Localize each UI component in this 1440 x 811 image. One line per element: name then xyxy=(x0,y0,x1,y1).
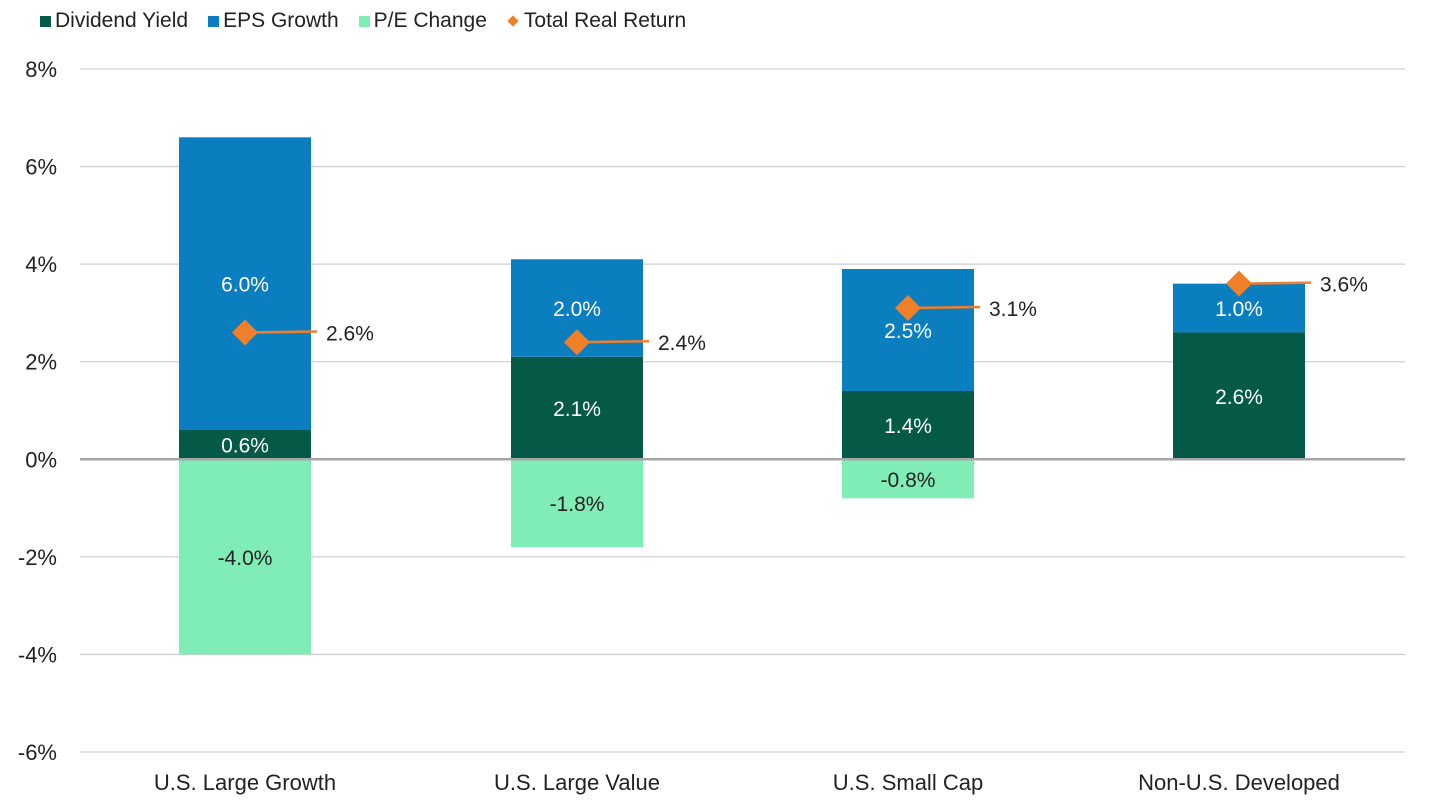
legend-item-eps-growth: EPS Growth xyxy=(208,9,339,33)
data-label-p-e-change-u-s-small-cap: -0.8% xyxy=(881,469,936,492)
y-tick-label: 4% xyxy=(25,252,57,277)
data-label-eps-growth-u-s-large-growth: 6.0% xyxy=(221,274,269,297)
legend-label-pe-change: P/E Change xyxy=(373,9,487,32)
category-label-u-s-small-cap: U.S. Small Cap xyxy=(833,770,983,795)
bar-p-e-change-u-s-small-cap xyxy=(842,459,974,499)
y-tick-label: -6% xyxy=(18,740,57,765)
bar-dividend-yield-u-s-large-growth xyxy=(179,430,311,460)
total-marker-u-s-large-value xyxy=(564,329,590,356)
y-tick-label: 0% xyxy=(25,447,57,472)
data-label-eps-growth-non-u-s-developed: 1.0% xyxy=(1215,298,1263,321)
legend-label-dividend-yield: Dividend Yield xyxy=(55,9,189,32)
bar-dividend-yield-u-s-large-value xyxy=(511,356,643,460)
data-label-p-e-change-u-s-large-value: -1.8% xyxy=(550,493,605,516)
legend-swatch-dividend-yield xyxy=(40,15,51,27)
data-label-dividend-yield-u-s-large-growth: 0.6% xyxy=(221,435,269,458)
y-tick-label: 2% xyxy=(25,350,57,375)
bar-p-e-change-u-s-large-growth xyxy=(179,459,311,655)
legend-item-pe-change: P/E Change xyxy=(358,9,487,33)
category-label-u-s-large-value: U.S. Large Value xyxy=(494,770,660,795)
bar-p-e-change-u-s-large-value xyxy=(511,459,643,548)
data-label-eps-growth-u-s-small-cap: 2.5% xyxy=(884,320,932,343)
y-tick-label: 6% xyxy=(25,155,57,180)
total-marker-u-s-large-growth xyxy=(232,319,258,346)
bar-eps-growth-u-s-small-cap xyxy=(842,269,974,391)
legend-label-total-real-return: Total Real Return xyxy=(523,9,687,32)
legend-swatch-eps-growth xyxy=(208,15,220,27)
data-label-eps-growth-u-s-large-value: 2.0% xyxy=(553,298,601,321)
category-label-u-s-large-growth: U.S. Large Growth xyxy=(154,770,336,795)
bar-dividend-yield-u-s-small-cap xyxy=(842,390,974,460)
legend-item-total-real-return: Total Real Return xyxy=(507,9,686,33)
total-label-u-s-large-growth: 2.6% xyxy=(326,322,374,345)
category-label-non-u-s-developed: Non-U.S. Developed xyxy=(1138,770,1340,795)
data-label-dividend-yield-u-s-small-cap: 1.4% xyxy=(884,415,932,438)
total-label-non-u-s-developed: 3.6% xyxy=(1320,274,1368,297)
legend-swatch-pe-change xyxy=(358,15,370,27)
bar-eps-growth-u-s-large-growth xyxy=(179,137,311,431)
legend-label-eps-growth: EPS Growth xyxy=(223,9,339,32)
total-marker-non-u-s-developed xyxy=(1226,270,1252,297)
total-label-u-s-small-cap: 3.1% xyxy=(989,298,1037,321)
legend-item-dividend-yield: Dividend Yield xyxy=(40,9,188,33)
y-tick-label: -4% xyxy=(18,642,57,667)
y-tick-label: -2% xyxy=(18,545,57,570)
data-label-dividend-yield-u-s-large-value: 2.1% xyxy=(553,398,601,421)
bar-dividend-yield-non-u-s-developed xyxy=(1173,332,1305,460)
total-label-u-s-large-value: 2.4% xyxy=(658,332,706,355)
data-label-p-e-change-u-s-large-growth: -4.0% xyxy=(218,547,273,570)
y-tick-label: 8% xyxy=(25,57,57,82)
data-label-dividend-yield-non-u-s-developed: 2.6% xyxy=(1215,386,1263,409)
total-marker-u-s-small-cap xyxy=(895,295,921,322)
chart-legend: Dividend Yield EPS Growth P/E Change Tot… xyxy=(40,8,706,34)
